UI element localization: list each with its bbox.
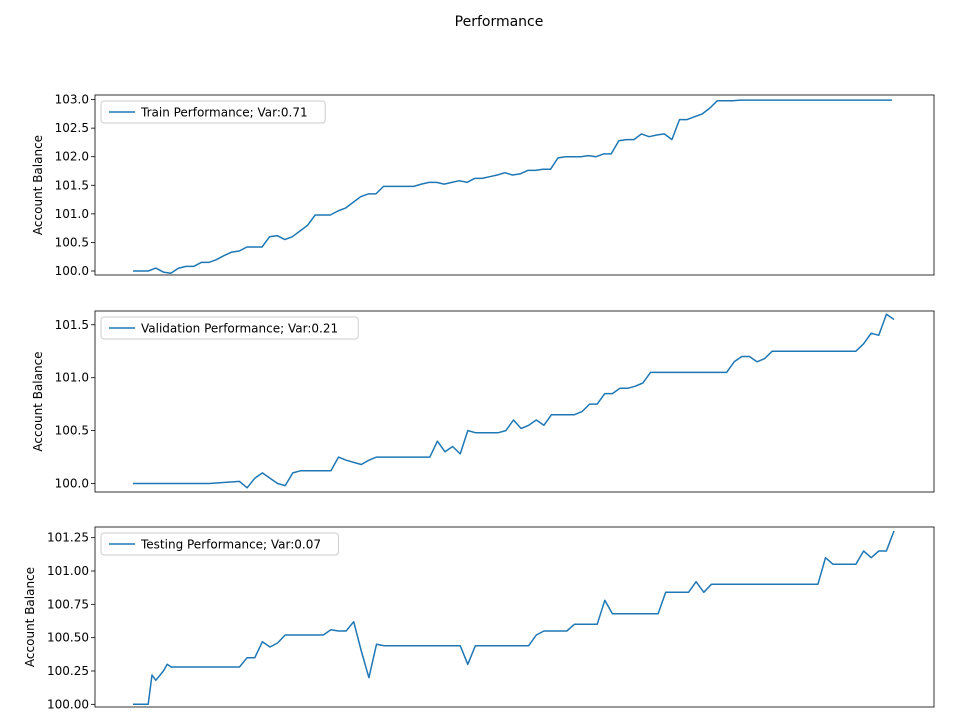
y-tick-label: 100.0 (55, 477, 89, 491)
legend-box (100, 532, 339, 556)
y-tick-label: 100.50 (47, 631, 89, 645)
plot-frame (94, 310, 935, 493)
plot-frame (94, 526, 935, 708)
y-tick-label: 100.25 (47, 664, 89, 678)
y-tick-label: 100.0 (55, 264, 89, 278)
series-line-3 (133, 530, 895, 706)
y-tick-label: 101.25 (47, 531, 89, 545)
series-line-2 (133, 313, 895, 489)
y-tick-label: 101.00 (47, 564, 89, 578)
figure-title: Performance (455, 14, 544, 30)
y-tick-label: 100.5 (55, 424, 89, 438)
y-tick-label: 103.0 (55, 93, 89, 107)
subplot-1: 100.0 100.5 101.0 101.5 102.0 102.5 103.0 Accou… (31, 93, 935, 278)
legend-entry: Validation Performance; Var:0.21 (141, 322, 338, 336)
series-line-1 (133, 99, 892, 275)
y-tick-label: 102.5 (55, 121, 89, 135)
legend-box (100, 316, 359, 340)
y-axis-label: Account Balance (23, 567, 37, 667)
subplot-3: 100.00 100.25 100.50 100.75 101.00 101.25 Acco… (23, 526, 935, 711)
legend-entry: Train Performance; Var:0.71 (140, 106, 308, 120)
y-axis-label: Account Balance (31, 351, 45, 451)
y-tick-label: 100.75 (47, 597, 89, 611)
y-axis-label: Account Balance (31, 135, 45, 235)
legend-box (100, 100, 326, 124)
legend-entry: Testing Performance; Var:0.07 (140, 538, 321, 552)
y-tick-label: 101.0 (55, 371, 89, 385)
y-tick-label: 100.00 (47, 697, 89, 711)
y-tick-label: 100.5 (55, 235, 89, 249)
y-tick-label: 102.0 (55, 150, 89, 164)
subplot-2: 100.0 100.5 101.0 101.5 Account Balance Valid… (31, 310, 935, 493)
y-tick-label: 101.5 (55, 178, 89, 192)
y-tick-label: 101.5 (55, 318, 89, 332)
y-tick-label: 101.0 (55, 207, 89, 221)
